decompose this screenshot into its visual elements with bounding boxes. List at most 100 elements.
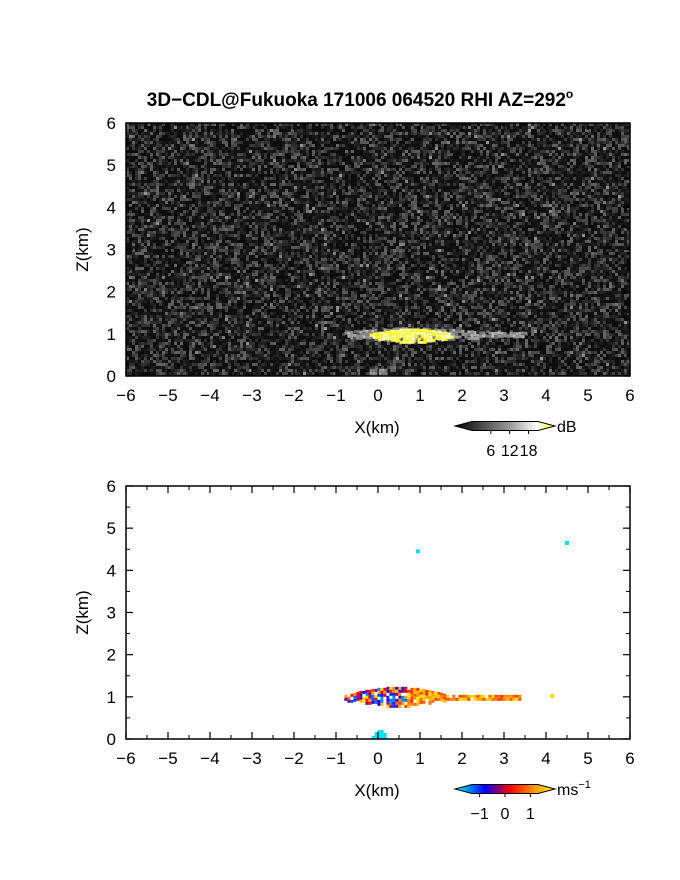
noise-cell bbox=[510, 201, 513, 204]
noise-cell bbox=[357, 141, 360, 144]
noise-cell bbox=[537, 135, 540, 138]
noise-cell bbox=[183, 192, 186, 195]
noise-cell bbox=[483, 183, 486, 186]
noise-cell bbox=[597, 162, 600, 165]
noise-cell bbox=[204, 153, 207, 156]
noise-cell bbox=[621, 201, 624, 204]
noise-cell bbox=[420, 144, 423, 147]
noise-cell bbox=[564, 162, 567, 165]
noise-cell bbox=[162, 183, 165, 186]
noise-cell bbox=[606, 165, 609, 168]
noise-cell bbox=[150, 162, 153, 165]
noise-cell bbox=[282, 150, 285, 153]
noise-cell bbox=[285, 177, 288, 180]
noise-cell bbox=[474, 186, 477, 189]
noise-cell bbox=[213, 177, 216, 180]
noise-cell bbox=[165, 135, 168, 138]
noise-cell bbox=[204, 174, 207, 177]
noise-cell bbox=[465, 177, 468, 180]
noise-cell bbox=[237, 201, 240, 204]
noise-cell bbox=[465, 183, 468, 186]
noise-cell bbox=[444, 156, 447, 159]
noise-cell bbox=[483, 162, 486, 165]
noise-cell bbox=[552, 129, 555, 132]
noise-cell bbox=[498, 168, 501, 171]
noise-cell bbox=[444, 138, 447, 141]
noise-cell bbox=[171, 153, 174, 156]
noise-cell bbox=[618, 129, 621, 132]
noise-cell bbox=[564, 186, 567, 189]
noise-cell bbox=[306, 198, 309, 201]
noise-cell bbox=[261, 207, 264, 210]
noise-cell bbox=[186, 186, 189, 189]
noise-cell bbox=[270, 153, 273, 156]
noise-cell bbox=[303, 201, 306, 204]
noise-cell bbox=[255, 126, 258, 129]
noise-cell bbox=[171, 201, 174, 204]
noise-cell bbox=[429, 192, 432, 195]
noise-cell bbox=[444, 141, 447, 144]
noise-cell bbox=[333, 129, 336, 132]
noise-cell bbox=[627, 189, 630, 192]
noise-cell bbox=[204, 210, 207, 213]
noise-cell bbox=[228, 141, 231, 144]
noise-cell bbox=[624, 153, 627, 156]
noise-cell bbox=[303, 174, 306, 177]
noise-cell bbox=[591, 168, 594, 171]
noise-cell bbox=[552, 174, 555, 177]
noise-cell bbox=[474, 141, 477, 144]
noise-cell bbox=[342, 174, 345, 177]
noise-cell bbox=[600, 180, 603, 183]
noise-cell bbox=[141, 138, 144, 141]
noise-cell bbox=[177, 126, 180, 129]
noise-cell bbox=[237, 126, 240, 129]
noise-cell bbox=[174, 141, 177, 144]
noise-cell bbox=[561, 129, 564, 132]
noise-cell bbox=[609, 141, 612, 144]
noise-cell bbox=[306, 168, 309, 171]
noise-cell bbox=[147, 207, 150, 210]
noise-cell bbox=[471, 192, 474, 195]
noise-cell bbox=[267, 183, 270, 186]
noise-cell bbox=[366, 144, 369, 147]
noise-cell bbox=[306, 126, 309, 129]
noise-cell bbox=[624, 132, 627, 135]
noise-cell bbox=[285, 135, 288, 138]
noise-cell bbox=[300, 123, 303, 126]
noise-cell bbox=[333, 171, 336, 174]
noise-cell bbox=[204, 198, 207, 201]
noise-cell bbox=[477, 123, 480, 126]
noise-cell bbox=[132, 126, 135, 129]
noise-cell bbox=[366, 204, 369, 207]
noise-cell bbox=[267, 174, 270, 177]
noise-cell bbox=[342, 156, 345, 159]
noise-cell bbox=[129, 156, 132, 159]
noise-cell bbox=[540, 132, 543, 135]
noise-cell bbox=[390, 147, 393, 150]
noise-cell bbox=[351, 138, 354, 141]
noise-cell bbox=[300, 168, 303, 171]
noise-cell bbox=[240, 210, 243, 213]
noise-cell bbox=[357, 171, 360, 174]
noise-cell bbox=[561, 144, 564, 147]
noise-cell bbox=[294, 201, 297, 204]
noise-cell bbox=[252, 186, 255, 189]
noise-cell bbox=[210, 165, 213, 168]
noise-cell bbox=[594, 201, 597, 204]
noise-cell bbox=[183, 141, 186, 144]
noise-cell bbox=[447, 171, 450, 174]
noise-cell bbox=[390, 198, 393, 201]
noise-cell bbox=[132, 186, 135, 189]
noise-cell bbox=[573, 156, 576, 159]
noise-cell bbox=[252, 174, 255, 177]
noise-cell bbox=[156, 192, 159, 195]
noise-cell bbox=[315, 132, 318, 135]
noise-cell bbox=[486, 189, 489, 192]
noise-cell bbox=[624, 168, 627, 171]
noise-cell bbox=[147, 186, 150, 189]
noise-cell bbox=[255, 210, 258, 213]
noise-cell bbox=[219, 165, 222, 168]
noise-cell bbox=[411, 198, 414, 201]
noise-cell bbox=[558, 171, 561, 174]
noise-cell bbox=[549, 198, 552, 201]
